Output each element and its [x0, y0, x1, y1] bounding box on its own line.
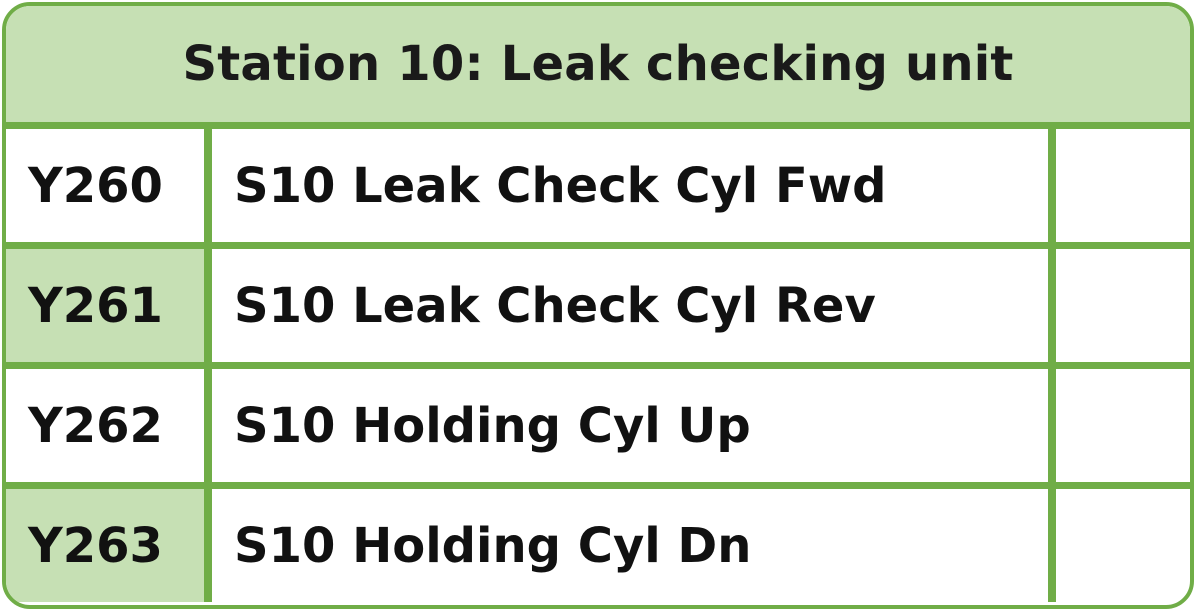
empty-cell [1056, 249, 1190, 362]
column-divider [1048, 489, 1056, 602]
column-divider [1048, 369, 1056, 482]
output-code-cell: Y260 [28, 157, 163, 214]
column-divider [204, 249, 212, 362]
column-divider [204, 489, 212, 602]
description-cell: S10 Leak Check Cyl Rev [234, 277, 876, 334]
table-row: Y262 S10 Holding Cyl Up [6, 362, 1190, 482]
empty-cell [1056, 369, 1190, 482]
output-code-cell: Y263 [6, 489, 204, 602]
output-code-cell: Y262 [28, 397, 163, 454]
column-divider [204, 369, 212, 482]
description-cell: S10 Holding Cyl Up [234, 397, 751, 454]
table-row: Y263 S10 Holding Cyl Dn [6, 482, 1190, 602]
table-row: Y261 S10 Leak Check Cyl Rev [6, 242, 1190, 362]
description-cell: S10 Holding Cyl Dn [234, 517, 752, 574]
column-divider [204, 129, 212, 242]
empty-cell [1056, 129, 1190, 242]
empty-cell [1056, 489, 1190, 602]
table-body: Y260 S10 Leak Check Cyl Fwd Y261 S10 Lea… [6, 122, 1190, 605]
table-row: Y260 S10 Leak Check Cyl Fwd [6, 122, 1190, 242]
column-divider [1048, 249, 1056, 362]
output-code-cell: Y261 [6, 249, 204, 362]
column-divider [1048, 129, 1056, 242]
description-cell: S10 Leak Check Cyl Fwd [234, 157, 887, 214]
table-header: Station 10: Leak checking unit [6, 6, 1190, 122]
table-title: Station 10: Leak checking unit [182, 36, 1014, 92]
